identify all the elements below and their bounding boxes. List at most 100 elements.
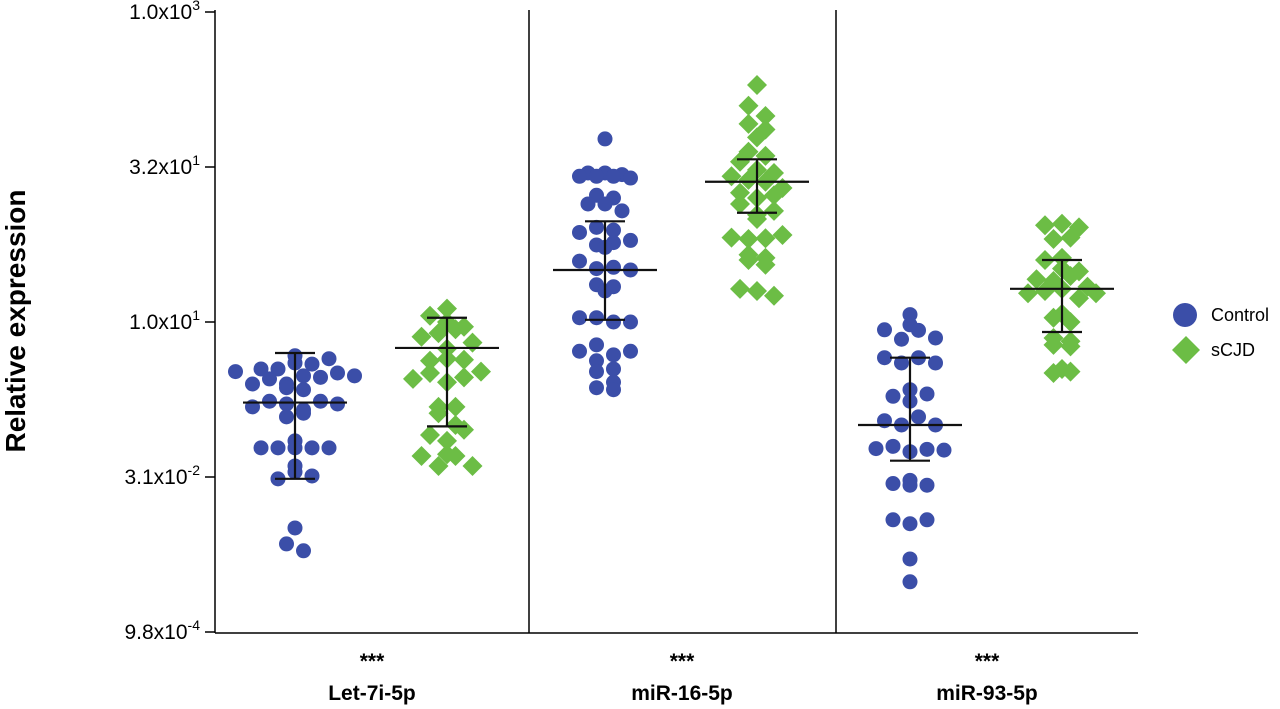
control-point (885, 512, 901, 528)
scjd-point (462, 455, 483, 476)
control-point (304, 356, 320, 372)
axes (214, 10, 1138, 634)
scjd-point (1043, 228, 1064, 249)
control-point (296, 543, 311, 559)
scjd-point (764, 200, 784, 221)
scjd-point (747, 127, 767, 148)
median-iqr-bars (243, 158, 1114, 480)
x-category-labels: *** Let-7i-5p *** miR-16-5p *** miR-93-5p (328, 650, 1038, 705)
scjd-point (747, 281, 767, 301)
scjd-point (1060, 336, 1081, 357)
control-point (623, 314, 638, 330)
scjd-point (730, 182, 750, 203)
significance-marker: *** (670, 650, 695, 673)
scjd-point (1026, 269, 1047, 290)
scjd-point (445, 445, 466, 466)
significance-marker: *** (975, 650, 1000, 673)
scjd-point (1052, 247, 1072, 268)
control-point (287, 520, 303, 536)
control-point (606, 382, 621, 398)
scjd-point (1060, 227, 1081, 248)
category-label: Let-7i-5p (328, 682, 416, 705)
control-point (330, 396, 345, 412)
scjd-point (738, 169, 759, 190)
category-label: miR-16-5p (631, 682, 733, 705)
y-ticks: 1.0x103 3.2x101 1.0x101 3.1x10-2 9.8x10-4 (124, 0, 215, 644)
scjd-point (462, 332, 483, 353)
control-point (606, 347, 621, 363)
scjd-point (445, 319, 466, 340)
scjd-point (428, 403, 449, 424)
scjd-point (738, 113, 759, 134)
category-label: miR-93-5p (936, 682, 1038, 705)
legend-scjd-label: sCJD (1211, 340, 1255, 360)
control-point (296, 368, 311, 384)
y-axis-label: Relative expression (0, 189, 31, 452)
scjd-point (420, 424, 440, 445)
scjd-point (471, 361, 491, 382)
scjd-point (1035, 281, 1055, 301)
scjd-point (730, 278, 750, 299)
scjd-point (738, 228, 759, 249)
control-point (885, 438, 901, 454)
control-point (253, 361, 269, 377)
control-point (304, 468, 320, 484)
legend-control-label: Control (1211, 305, 1269, 325)
control-point (279, 380, 294, 396)
control-point (606, 314, 621, 330)
scjd-point (445, 396, 466, 417)
control-point (313, 393, 328, 409)
control-point (253, 440, 269, 456)
data-points (228, 75, 1106, 590)
scjd-point (721, 227, 742, 248)
control-point (894, 331, 909, 347)
control-point (262, 371, 277, 387)
y-tick-label: 1.0x103 (129, 0, 200, 24)
control-point (270, 440, 286, 456)
control-point (928, 330, 943, 346)
control-point (589, 310, 604, 326)
control-point (623, 343, 638, 359)
scjd-point (454, 419, 474, 440)
control-point (919, 386, 935, 402)
control-point (606, 168, 621, 184)
control-point (623, 170, 638, 186)
scjd-point (1043, 362, 1064, 383)
control-point (902, 516, 918, 532)
control-point (894, 355, 909, 371)
scjd-point (764, 285, 784, 306)
legend-scjd-marker (1172, 336, 1200, 364)
control-point (228, 364, 243, 380)
control-point (589, 219, 604, 235)
scjd-point (454, 349, 474, 370)
scjd-point (411, 326, 432, 347)
scjd-point (454, 367, 474, 388)
scjd-point (730, 193, 750, 214)
scjd-point (420, 305, 440, 326)
scjd-point (1043, 307, 1064, 328)
control-point (877, 350, 892, 366)
control-point (606, 222, 621, 238)
control-point (614, 203, 630, 219)
control-point (902, 551, 918, 567)
control-point (928, 355, 943, 371)
control-point (919, 512, 935, 528)
scjd-point (1060, 312, 1081, 332)
control-point (262, 393, 277, 409)
control-point (919, 477, 935, 493)
y-tick-label: 9.8x10-4 (124, 617, 200, 644)
control-point (572, 310, 587, 326)
control-point (330, 365, 345, 381)
scjd-point (1035, 215, 1055, 236)
scjd-point (420, 350, 440, 371)
scjd-point (747, 209, 767, 230)
scjd-point (428, 323, 449, 344)
control-point (868, 441, 884, 457)
control-point (936, 442, 952, 458)
control-point (589, 353, 604, 369)
scjd-point (420, 362, 440, 383)
legend-control-marker (1173, 303, 1197, 327)
control-point (296, 382, 311, 398)
control-point (580, 196, 596, 212)
